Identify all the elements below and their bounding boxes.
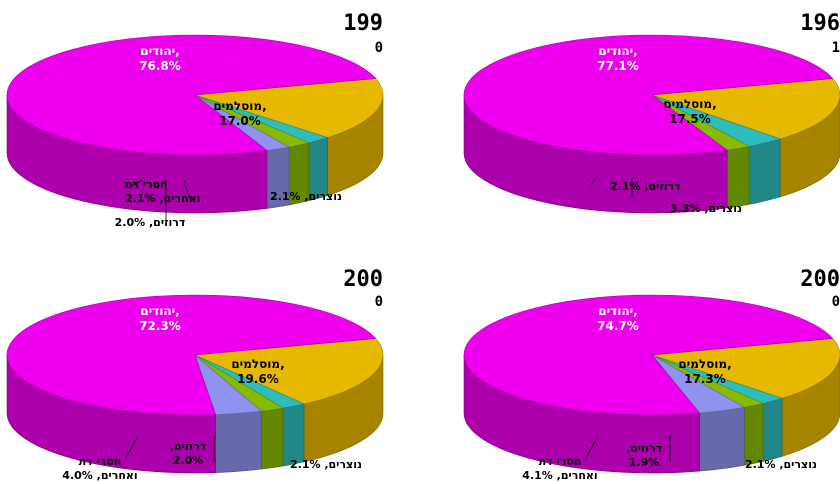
slice-jews	[6, 34, 377, 156]
slice-label-other: חסרי דת	[125, 178, 168, 191]
slice-label-muslims: מוסלמים,	[213, 99, 266, 113]
slice-jews	[463, 294, 834, 416]
slice-label-christians: נוצרים, 2.1%	[290, 458, 362, 471]
leader-line-other	[584, 435, 599, 461]
slice-label-jews: יהודים,	[140, 44, 179, 58]
slice-side-christians	[282, 403, 305, 467]
slice-value-jews: 74.7%	[597, 319, 639, 333]
slice-muslims	[651, 78, 840, 140]
slice-muslims	[651, 338, 840, 399]
pie-chart-2: 196 1 מוסלמים,17.5% נוצרים, 3.3% דרוזים, 2.1…	[463, 11, 840, 215]
slice-label-christians: נוצרים, 2.1%	[270, 190, 342, 203]
slice-label-druze: דרוזים, 2.1%	[610, 180, 681, 193]
chart-title: 196	[800, 11, 840, 36]
slice-muslims	[193, 338, 384, 405]
slice-value-muslims: 19.6%	[237, 372, 279, 386]
slice-jews	[463, 34, 834, 156]
chart-title-sub: 0	[832, 294, 840, 310]
chart-title: 200	[800, 267, 840, 292]
slice-side-druze	[726, 146, 750, 209]
leader-line-druze	[589, 177, 597, 187]
slice-value-muslims: 17.5%	[669, 112, 711, 126]
slice-label-druze: דרוזים,	[626, 442, 662, 455]
slice-label-muslims: מוסלמים,	[678, 357, 731, 371]
slice-value-other: ואחרים, 4.1%	[522, 469, 597, 482]
chart-title: 200	[343, 267, 383, 292]
slice-label-druze: דרוזים,	[170, 440, 206, 453]
slice-label-christians: נוצרים, 2.1%	[745, 458, 817, 471]
leader-line-other	[127, 179, 143, 189]
slice-label-druze: דרוזים, 2.0%	[115, 216, 186, 229]
chart-title-sub: 0	[375, 294, 383, 310]
slice-value-muslims: 17.3%	[684, 372, 726, 386]
slice-side-other	[215, 410, 262, 473]
slice-jews	[6, 294, 377, 416]
slice-side-druze	[743, 403, 764, 466]
chart-title-sub: 1	[832, 40, 840, 56]
slice-label-other: חסרי דת	[539, 455, 582, 468]
slice-label-muslims: מוסלמים,	[231, 357, 284, 371]
slice-value-jews: 72.3%	[139, 319, 181, 333]
slice-label-other: חסרי דת	[79, 455, 122, 468]
slice-label-jews: יהודים,	[598, 44, 637, 58]
slice-value-jews: 77.1%	[597, 59, 639, 73]
chart-title-sub: 0	[375, 40, 383, 56]
slice-side-other	[699, 406, 745, 472]
slice-value-druze: 1.9%	[629, 456, 660, 469]
slice-label-muslims: מוסלמים,	[663, 97, 716, 111]
slice-label-jews: יהודים,	[140, 304, 179, 318]
slice-value-muslims: 17.0%	[219, 114, 261, 128]
slice-side-christians	[762, 397, 783, 462]
slice-side-druze	[261, 407, 284, 470]
slice-value-jews: 76.8%	[139, 59, 181, 73]
leader-line-christians	[183, 179, 191, 201]
slice-label-christians: נוצרים, 3.3%	[670, 202, 742, 215]
leader-line-other	[124, 435, 139, 461]
slice-muslims	[194, 78, 384, 138]
slice-value-other: ואחרים, 4.0%	[62, 469, 137, 482]
pie-chart-1: 199 0 מוסלמים,17.0% נוצרים, 2.1% דרוזים, 2.0…	[6, 11, 384, 229]
slice-label-jews: יהודים,	[598, 304, 637, 318]
slice-value-other: ואחרים, 2.1%	[125, 192, 200, 205]
pie-chart-3: 200 0 מוסלמים,19.6% נוצרים, 2.1% דרוזים,2.0%…	[6, 267, 384, 482]
pie-chart-4: 200 0 מוסלמים,17.3% נוצרים, 2.1% דרוזים,1.9%…	[463, 267, 840, 482]
slice-value-druze: 2.0%	[173, 454, 204, 467]
chart-title: 199	[343, 11, 383, 36]
slice-side-christians	[748, 138, 781, 205]
